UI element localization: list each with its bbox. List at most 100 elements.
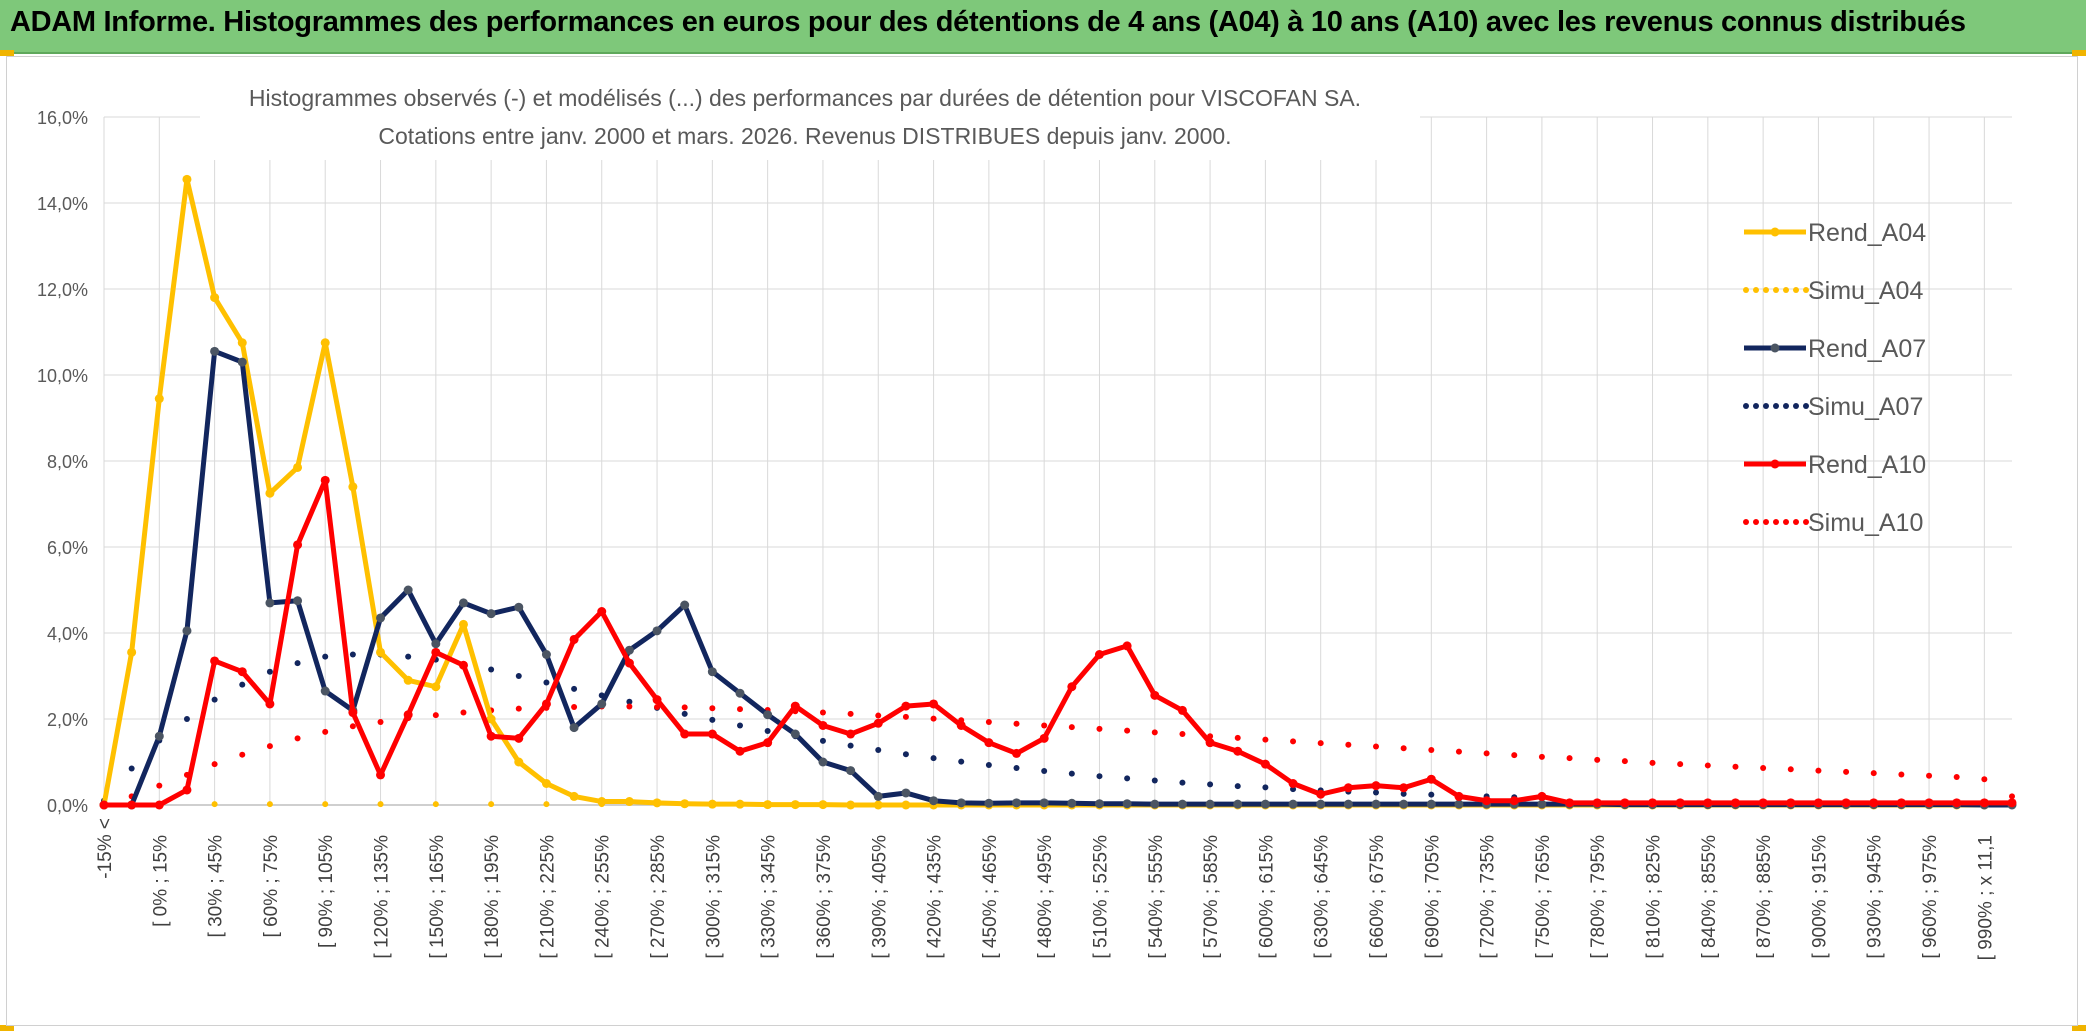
rend-a07-line [104,348,2012,808]
rend-a10-point [1482,796,1492,806]
rend-a07-point [624,645,634,655]
rend-a10-point [790,701,800,711]
x-tick-label: [ 300% ; 315% [703,835,724,959]
simu-a10-point [156,782,163,789]
simu-a07-point [875,746,882,753]
rend-a04-point [763,800,773,810]
simu-a07-point [543,679,550,686]
simu-a07-legend-marker [1793,403,1799,409]
rend-a04-point [265,488,275,498]
rend-a10-point [1399,783,1409,793]
simu-a07-point [1400,790,1407,797]
rend-a10-point [1316,789,1326,799]
rend-a10-point [1648,798,1658,808]
simu-a10-point [1013,720,1020,727]
simu-a07-point [266,668,273,675]
rend-a10-point [1924,798,1934,808]
simu-a10-legend-marker [1743,519,1749,525]
rend-a10-point [2007,798,2017,808]
rend-a07-point [458,598,468,608]
rend-a07-point [1288,799,1298,809]
rend-a07-point [293,596,303,606]
rend-a10-point [652,695,662,705]
simu-a04-legend-marker [1803,287,1809,293]
rend-a10-point [1343,783,1353,793]
x-tick-label: [ 330% ; 345% [759,835,780,959]
simu-a10-point [1981,776,1988,783]
rend-a04-point [541,779,551,788]
simu-a10-legend-marker [1773,519,1779,525]
rend-a07-point [1399,799,1409,809]
simu-a10-point [1511,752,1518,759]
chart-grid [103,116,2012,806]
simu-a10-point [875,712,882,719]
x-tick-label: [ 240% ; 255% [593,835,614,959]
rend-a04-legend-dot [1770,227,1780,237]
simu-a10-point [266,743,273,750]
rend-a07-point [873,791,883,801]
simu-a07-point [1124,775,1131,782]
report-banner: ADAM Informe. Histogrammes des performan… [0,0,2086,54]
rend-a10-point [403,710,413,720]
simu-a07-point [958,758,965,765]
y-tick-label: 4,0% [47,624,88,644]
simu-a07-legend-marker [1743,403,1749,409]
rend-a04-point [348,482,358,492]
simu-a04-legend-marker [1783,287,1789,293]
rend-a07-point [790,729,800,739]
rend-a04-point [210,293,220,303]
rend-a10-point [1896,798,1906,808]
simu-a10-point [515,705,522,712]
simu-a07-point [709,716,716,723]
rend-a07-point [846,766,856,776]
rend-a04-point [182,174,192,184]
simu-a10-point [1345,741,1352,748]
simu-a07-point [239,681,246,688]
rend-a07-point [237,357,247,367]
x-tick-label: [ 0% ; 15% [150,835,171,927]
y-tick-label: 0,0% [47,796,88,816]
simu-a10-point [1290,738,1297,745]
rend-a10-point [1565,798,1575,808]
rend-a10-point [1786,798,1796,808]
simu-a07-point [930,755,937,762]
simu-a07-point [1207,781,1214,788]
simu-a07-point [764,728,771,735]
rend-a10-legend-label: Rend_A10 [1808,451,1926,479]
rend-a10-point [818,720,828,730]
rend-a07-legend-label: Rend_A07 [1808,335,1926,363]
rend-a04-point [901,800,911,810]
x-tick-label: [ 690% ; 705% [1422,835,1443,959]
simu-a07-legend-marker [1763,403,1769,409]
simu-a10-point [681,704,688,711]
x-tick-label: [ 360% ; 375% [814,835,835,959]
simu-a10-point [1041,722,1048,729]
chart-frame [6,56,2078,1026]
simu-a07-point [847,742,854,749]
legend: Rend_A04 Simu_A04 Rend_A07 Simu_A07 Rend_A10… [1743,219,1926,537]
simu-a07-legend-label: Simu_A07 [1808,393,1923,421]
rend-a07-point [680,600,690,610]
rend-a10-point [735,746,745,756]
y-tick-label: 14,0% [37,194,88,214]
simu-a10-point [1677,761,1684,768]
rend-a07-point [1454,799,1464,809]
y-tick-label: 8,0% [47,452,88,472]
simu-a10-point [1317,740,1324,747]
simu-a10-point [1953,774,1960,781]
rend-a10-point [846,729,856,739]
simu-a04-legend-marker [1773,287,1779,293]
rend-a04-point [376,647,386,657]
simu-a10-point [1373,743,1379,750]
simu-a10-legend-marker [1803,519,1809,525]
x-tick-label: [ 720% ; 735% [1478,835,1499,959]
rend-a04-point [293,462,303,472]
simu-a10-point [1649,759,1656,766]
x-tick-label: [ 660% ; 675% [1367,835,1388,959]
x-tick-label: [ 540% ; 555% [1146,835,1167,959]
simu-a10-point [1068,724,1075,731]
simu-a10-legend-marker [1753,519,1759,525]
rend-a04-point [154,394,164,404]
simu-a10-point [1483,750,1490,757]
